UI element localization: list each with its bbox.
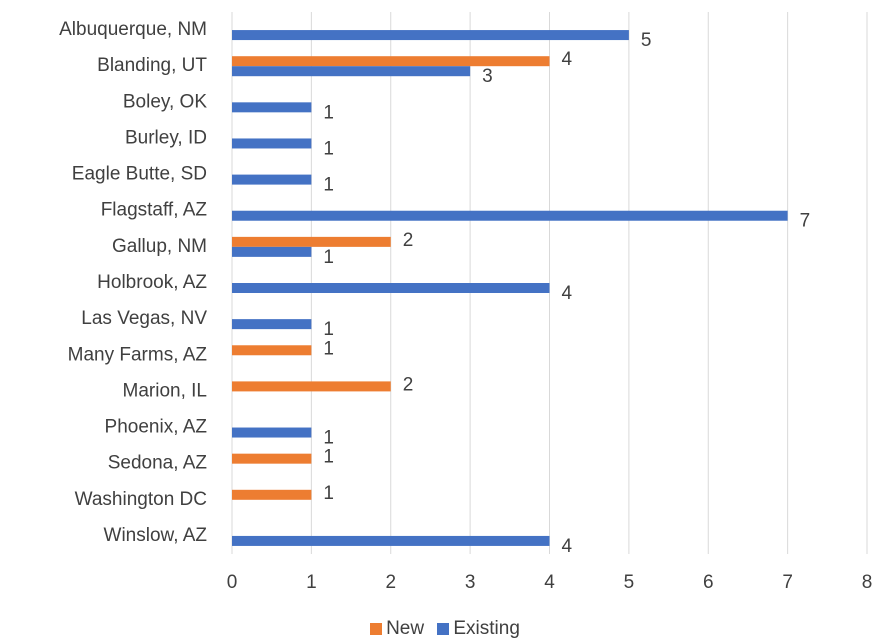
data-label-existing-blanding-ut: 3 xyxy=(482,66,493,87)
x-tick-label: 1 xyxy=(306,572,317,593)
bar-existing-blanding-ut xyxy=(232,66,471,77)
legend-label-existing: Existing xyxy=(453,618,520,639)
bar-new-many-farms-az xyxy=(232,345,312,356)
bar-new-marion-il xyxy=(232,381,391,392)
category-label-sedona-az: Sedona, AZ xyxy=(108,453,208,474)
bar-existing-flagstaff-az xyxy=(232,210,788,221)
data-label-existing-eagle-butte-sd: 1 xyxy=(323,175,334,196)
bar-existing-phoenix-az xyxy=(232,427,312,438)
category-label-washington-dc: Washington DC xyxy=(75,489,207,510)
legend-item-new: New xyxy=(370,618,424,640)
legend: New Existing xyxy=(0,618,890,640)
x-axis-tick-labels: 0 1 2 3 4 5 6 7 8 xyxy=(227,572,873,593)
bar-new-sedona-az xyxy=(232,453,312,464)
data-label-new-washington-dc: 1 xyxy=(323,483,334,504)
bar-existing-gallup-nm xyxy=(232,246,312,257)
x-tick-label: 4 xyxy=(544,572,555,593)
category-label-las-vegas-nv: Las Vegas, NV xyxy=(81,308,207,329)
bar-existing-burley-id xyxy=(232,138,312,149)
bar-existing-winslow-az xyxy=(232,535,550,546)
data-label-existing-gallup-nm: 1 xyxy=(323,247,334,268)
bar-chart: Albuquerque, NM Blanding, UT Boley, OK Burl… xyxy=(59,12,873,593)
legend-label-new: New xyxy=(386,618,425,639)
legend-swatch-existing xyxy=(437,622,450,635)
category-label-marion-il: Marion, IL xyxy=(123,380,207,401)
bar-new-gallup-nm xyxy=(232,236,391,247)
category-labels: Albuquerque, NM Blanding, UT Boley, OK Burl… xyxy=(59,19,207,546)
x-tick-label: 7 xyxy=(782,572,793,593)
category-label-eagle-butte-sd: Eagle Butte, SD xyxy=(72,164,207,185)
data-label-existing-burley-id: 1 xyxy=(323,138,334,159)
category-label-winslow-az: Winslow, AZ xyxy=(104,525,208,546)
data-label-new-many-farms-az: 1 xyxy=(323,338,334,359)
x-tick-label: 3 xyxy=(465,572,476,593)
legend-item-existing: Existing xyxy=(437,618,520,640)
data-label-new-marion-il: 2 xyxy=(403,374,414,395)
category-label-gallup-nm: Gallup, NM xyxy=(112,236,207,257)
category-label-burley-id: Burley, ID xyxy=(125,127,207,148)
data-label-existing-albuquerque-nm: 5 xyxy=(641,30,652,51)
data-label-existing-phoenix-az: 1 xyxy=(323,428,334,449)
category-label-many-farms-az: Many Farms, AZ xyxy=(68,344,208,365)
bar-new-blanding-ut xyxy=(232,56,550,67)
bar-existing-eagle-butte-sd xyxy=(232,174,312,185)
data-label-new-sedona-az: 1 xyxy=(323,447,334,468)
bar-new-washington-dc xyxy=(232,489,312,500)
x-tick-label: 6 xyxy=(703,572,714,593)
x-tick-label: 8 xyxy=(862,572,873,593)
legend-swatch-new xyxy=(370,622,383,635)
category-label-holbrook-az: Holbrook, AZ xyxy=(97,272,207,293)
x-tick-label: 2 xyxy=(385,572,396,593)
data-label-existing-flagstaff-az: 7 xyxy=(800,211,811,232)
x-tick-label: 0 xyxy=(227,572,238,593)
bar-existing-albuquerque-nm xyxy=(232,30,629,41)
bar-existing-boley-ok xyxy=(232,102,312,113)
data-label-existing-las-vegas-nv: 1 xyxy=(323,319,334,340)
data-label-existing-holbrook-az: 4 xyxy=(562,283,573,304)
category-label-blanding-ut: Blanding, UT xyxy=(97,55,207,76)
data-label-existing-winslow-az: 4 xyxy=(562,536,573,557)
data-label-new-gallup-nm: 2 xyxy=(403,230,414,251)
data-label-existing-boley-ok: 1 xyxy=(323,102,334,123)
category-label-flagstaff-az: Flagstaff, AZ xyxy=(101,200,208,221)
data-label-new-blanding-ut: 4 xyxy=(562,49,573,70)
x-tick-label: 5 xyxy=(624,572,635,593)
category-label-phoenix-az: Phoenix, AZ xyxy=(105,417,208,438)
bars xyxy=(232,30,788,546)
bar-existing-las-vegas-nv xyxy=(232,319,312,330)
category-label-albuquerque-nm: Albuquerque, NM xyxy=(59,19,207,40)
category-label-boley-ok: Boley, OK xyxy=(123,91,207,112)
bar-existing-holbrook-az xyxy=(232,283,550,293)
